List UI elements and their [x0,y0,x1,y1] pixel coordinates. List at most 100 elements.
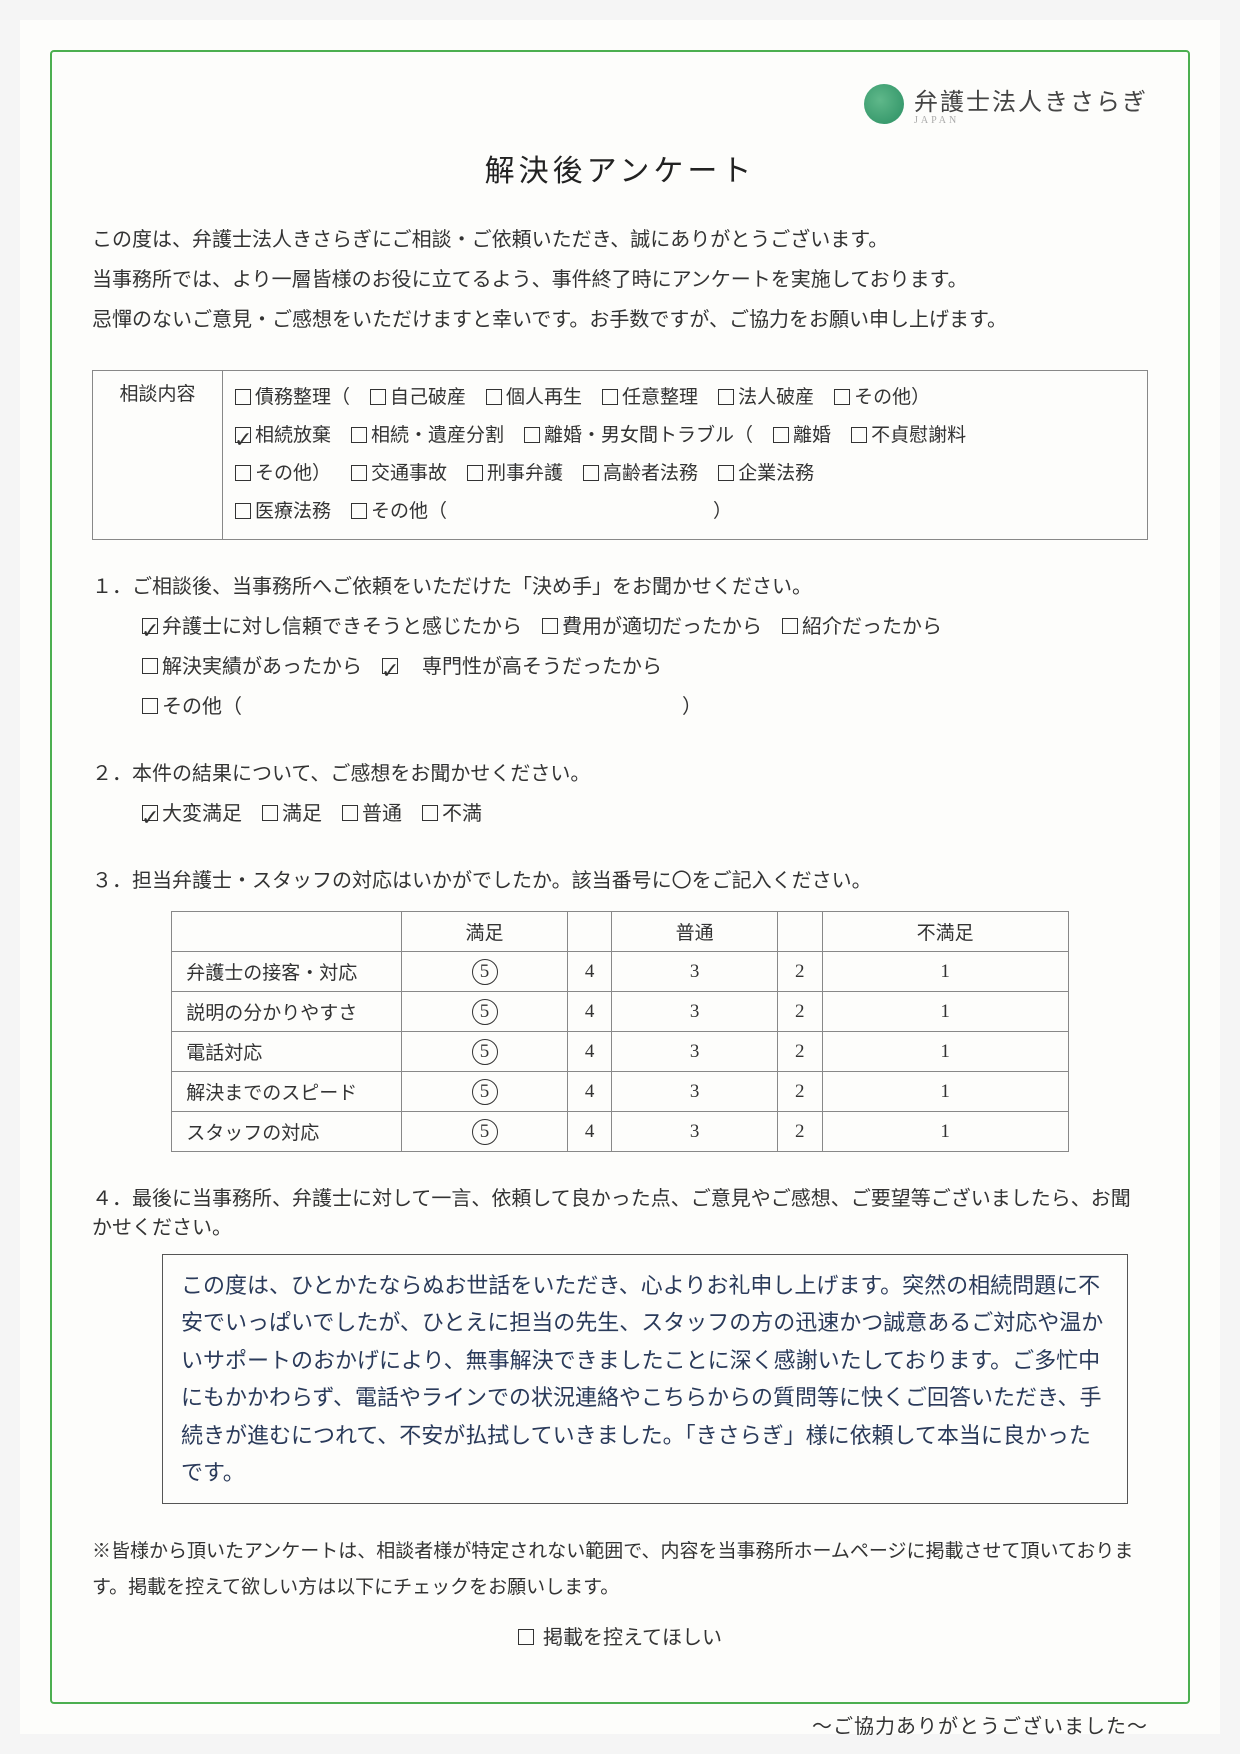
rating-cell[interactable]: 2 [777,1072,822,1112]
checkbox[interactable] [718,465,734,481]
option-label: 高齢者法務 [603,463,698,484]
rating-cell[interactable]: 3 [612,1112,778,1152]
checkbox[interactable] [782,618,798,634]
q1: １．ご相談後、当事務所へご依頼をいただけた「決め手」をお聞かせください。 弁護士… [92,570,1148,727]
rating-cell[interactable]: 4 [567,1032,612,1072]
rating-cell[interactable]: 3 [612,1072,778,1112]
checkbox[interactable] [235,465,251,481]
rating-cell[interactable]: 4 [567,1112,612,1152]
option-label: 相続放棄 [255,425,331,446]
option: 紹介だったから [782,616,942,638]
option: 不満 [422,803,482,825]
option-label: 刑事弁護 [487,463,563,484]
rating-cell[interactable]: 5 [402,992,568,1032]
consult-table: 相談内容 債務整理（自己破産個人再生任意整理法人破産その他）相続放棄相続・遺産分… [92,370,1148,540]
rating-cell[interactable]: 4 [567,1072,612,1112]
option-label: その他） [255,463,331,484]
consult-label: 相談内容 [93,371,223,540]
rating-cell[interactable]: 5 [402,1072,568,1112]
option: 普通 [342,803,402,825]
option: 刑事弁護 [467,463,563,484]
option-label: その他（ ） [162,696,702,718]
logo-bar: 弁護士法人きさらぎ JAPAN [92,82,1148,126]
option-label: 法人破産 [738,387,814,408]
checkbox[interactable] [583,465,599,481]
rating-cell[interactable]: 3 [612,1032,778,1072]
rating-cell[interactable]: 2 [777,952,822,992]
rating-cell[interactable]: 3 [612,992,778,1032]
checkbox[interactable] [602,389,618,405]
checkbox[interactable] [773,427,789,443]
option-label: 個人再生 [506,387,582,408]
option-label: 不貞慰謝料 [871,425,966,446]
checkbox[interactable] [142,698,158,714]
checkbox[interactable] [235,427,251,443]
option-label: 離婚・男女間トラブル（ [544,425,753,446]
rating-cell[interactable]: 5 [402,952,568,992]
rating-cell[interactable]: 4 [567,992,612,1032]
option-label: 自己破産 [390,387,466,408]
q4-prompt: ４．最後に当事務所、弁護士に対して一言、依頼して良かった点、ご意見やご感想、ご要… [92,1188,1131,1239]
option: 弁護士に対し信頼できそうと感じたから [142,616,522,638]
option: 離婚・男女間トラブル（ [524,425,753,446]
checkbox[interactable] [351,427,367,443]
option: その他） [834,387,930,408]
option: 自己破産 [370,387,466,408]
checkbox[interactable] [718,389,734,405]
consult-options: 債務整理（自己破産個人再生任意整理法人破産その他）相続放棄相続・遺産分割離婚・男… [223,371,1148,540]
checkbox[interactable] [542,618,558,634]
q2-options: 大変満足満足普通不満 [142,794,1148,834]
checkbox[interactable] [524,427,540,443]
checkbox[interactable] [467,465,483,481]
option: 大変満足 [142,803,242,825]
footer-opt-label: 掲載を控えてほしい [543,1627,722,1649]
q3-prompt: ３．担当弁護士・スタッフの対応はいかがでしたか。該当番号に〇をご記入ください。 [92,870,872,892]
rating-cell[interactable]: 1 [822,952,1068,992]
checkbox[interactable] [422,805,438,821]
checkbox[interactable] [382,658,398,674]
footer-note: ※皆様から頂いたアンケートは、相談者様が特定されない範囲で、内容を当事務所ホーム… [92,1534,1148,1606]
rating-header [567,912,612,952]
rating-cell[interactable]: 1 [822,992,1068,1032]
checkbox[interactable] [342,805,358,821]
rating-cell[interactable]: 4 [567,952,612,992]
document-frame: 弁護士法人きさらぎ JAPAN 解決後アンケート この度は、弁護士法人きさらぎに… [50,50,1190,1704]
option-label: 相続・遺産分割 [371,425,504,446]
option: 不貞慰謝料 [851,425,966,446]
page: 弁護士法人きさらぎ JAPAN 解決後アンケート この度は、弁護士法人きさらぎに… [20,20,1220,1734]
checkbox[interactable] [235,389,251,405]
rating-cell[interactable]: 1 [822,1072,1068,1112]
checkbox[interactable] [370,389,386,405]
rating-cell[interactable]: 5 [402,1032,568,1072]
rating-cell[interactable]: 3 [612,952,778,992]
rating-cell[interactable]: 2 [777,992,822,1032]
option-label: 任意整理 [622,387,698,408]
option-label: 解決実績があったから [162,656,362,678]
option: 法人破産 [718,387,814,408]
option-label: 医療法務 [255,501,331,522]
checkbox-optout[interactable] [518,1629,534,1645]
rating-cell[interactable]: 2 [777,1112,822,1152]
option-label: その他） [854,387,930,408]
rating-cell[interactable]: 5 [402,1112,568,1152]
checkbox[interactable] [235,503,251,519]
checkbox[interactable] [851,427,867,443]
checkbox[interactable] [262,805,278,821]
checkbox[interactable] [142,658,158,674]
rating-cell[interactable]: 1 [822,1032,1068,1072]
rating-row-label: 弁護士の接客・対応 [172,952,402,992]
checkbox[interactable] [486,389,502,405]
checkbox[interactable] [142,805,158,821]
checkbox[interactable] [351,465,367,481]
q4: ４．最後に当事務所、弁護士に対して一言、依頼して良かった点、ご意見やご感想、ご要… [92,1182,1148,1504]
q1-options: 弁護士に対し信頼できそうと感じたから費用が適切だったから紹介だったから解決実績が… [142,607,1148,727]
rating-row-label: 説明の分かりやすさ [172,992,402,1032]
rating-cell[interactable]: 2 [777,1032,822,1072]
checkbox[interactable] [351,503,367,519]
checkbox[interactable] [142,618,158,634]
checkbox[interactable] [834,389,850,405]
rating-cell[interactable]: 1 [822,1112,1068,1152]
option: 交通事故 [351,463,447,484]
option: 相続放棄 [235,425,331,446]
q3: ３．担当弁護士・スタッフの対応はいかがでしたか。該当番号に〇をご記入ください。 … [92,864,1148,1152]
